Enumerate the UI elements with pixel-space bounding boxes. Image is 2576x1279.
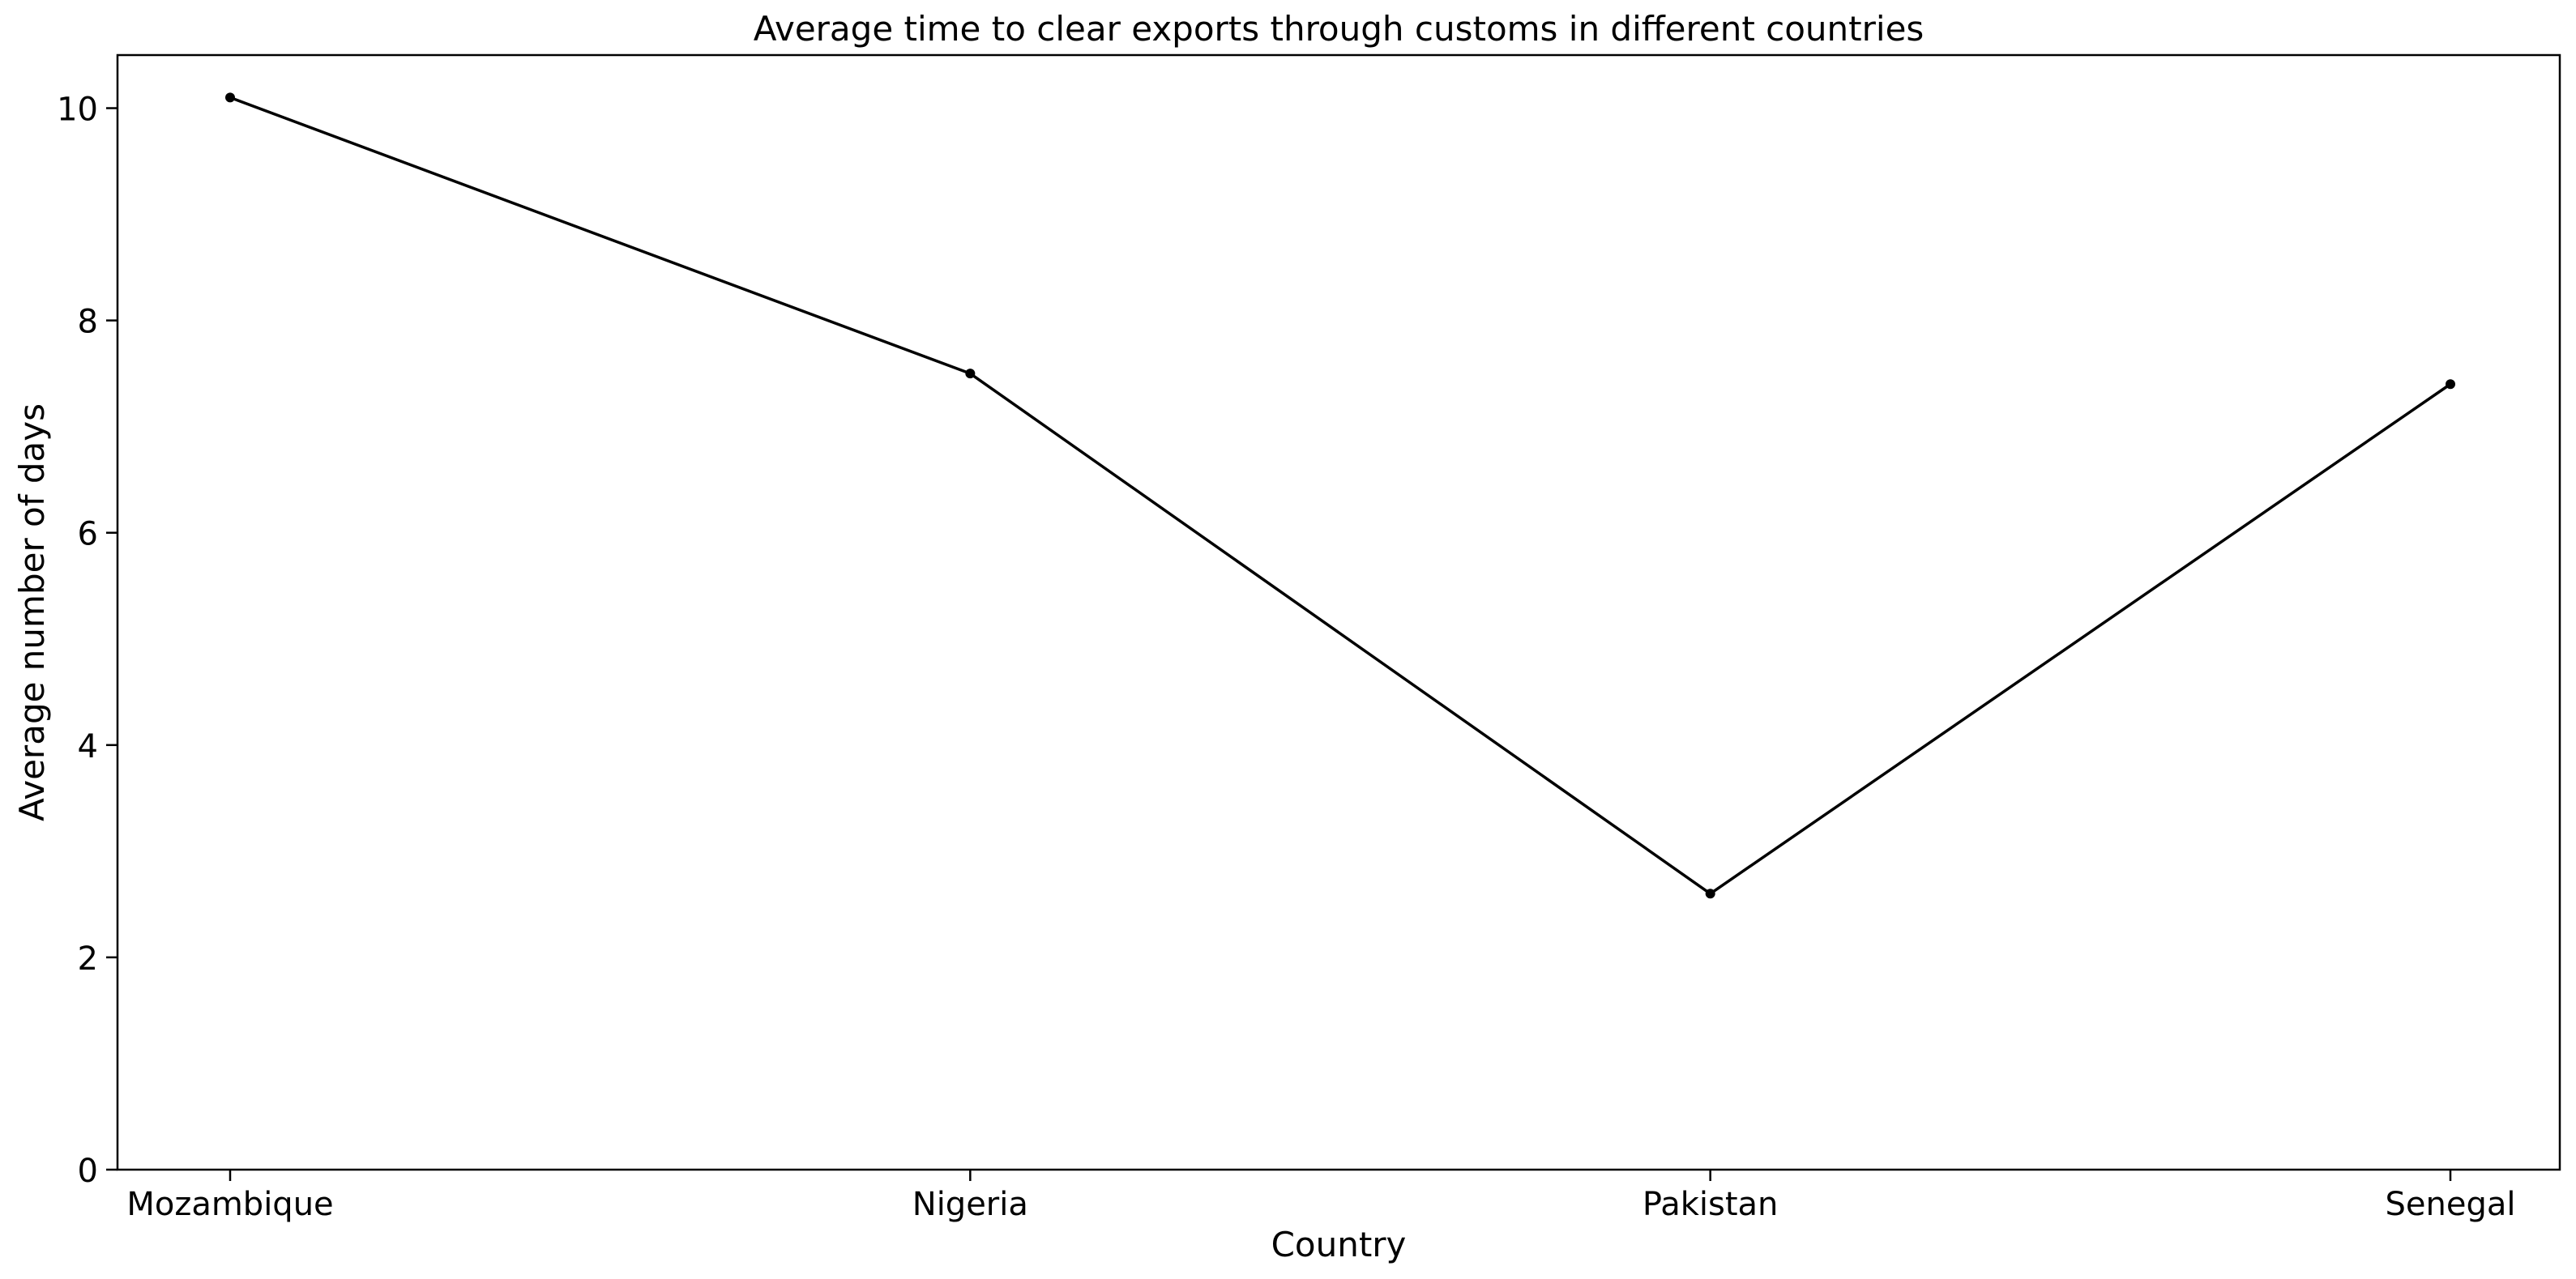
x-axis: Mozambique Nigeria Pakistan Senegal [126, 1170, 2515, 1223]
y-axis: 0 2 4 6 8 10 [57, 92, 117, 1190]
series-line [229, 96, 2451, 896]
y-tick-label: 0 [78, 1153, 98, 1190]
x-tick-label: Pakistan [1643, 1186, 1779, 1223]
data-point [2446, 379, 2455, 390]
data-point [965, 369, 976, 379]
y-tick-label: 2 [78, 940, 98, 978]
x-tick-label: Senegal [2386, 1186, 2516, 1223]
data-point [225, 92, 235, 103]
y-tick-label: 8 [78, 304, 98, 341]
chart-title: Average time to clear exports through cu… [754, 9, 1925, 49]
y-tick-label: 6 [78, 516, 98, 553]
plot-area-frame [116, 53, 2561, 1171]
y-axis-label: Average number of days [12, 403, 52, 821]
y-tick-label: 10 [57, 92, 98, 129]
x-tick-label: Mozambique [126, 1186, 333, 1223]
data-point [1705, 889, 1715, 899]
x-axis-label: Country [1271, 1225, 1407, 1264]
x-tick-label: Nigeria [912, 1186, 1028, 1223]
series-layer [225, 92, 2455, 899]
y-tick-label: 4 [78, 728, 98, 765]
